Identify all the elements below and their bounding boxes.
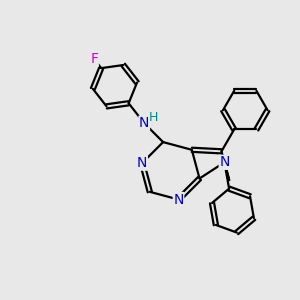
Text: F: F [90, 52, 98, 66]
Text: N: N [137, 156, 147, 170]
Text: N: N [173, 193, 184, 206]
Text: H: H [149, 111, 158, 124]
Text: N: N [219, 155, 230, 169]
Text: N: N [139, 116, 149, 130]
